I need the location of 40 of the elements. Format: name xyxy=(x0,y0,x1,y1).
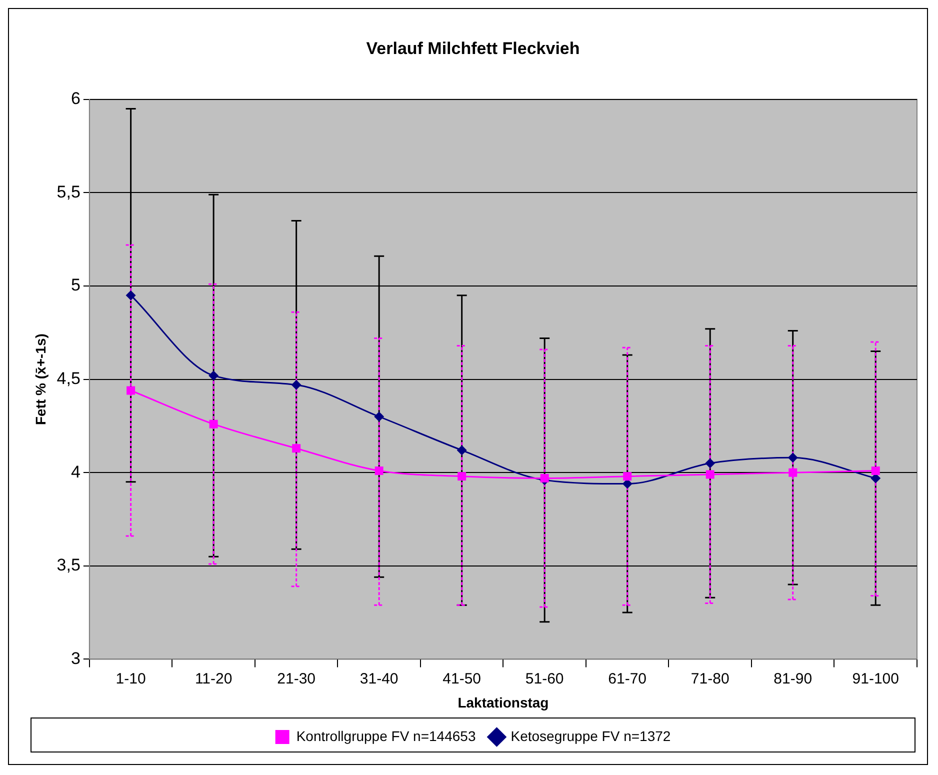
x-tick-label: 71-80 xyxy=(690,670,730,688)
point xyxy=(623,472,632,481)
x-axis-title: Laktationstag xyxy=(458,694,549,710)
y-tick-label: 5 xyxy=(70,276,80,295)
point xyxy=(540,474,549,482)
x-tick-label: 21-30 xyxy=(277,670,316,688)
point xyxy=(456,445,467,456)
point xyxy=(870,473,881,484)
point xyxy=(871,466,880,475)
point xyxy=(292,444,301,453)
chart-title: Verlauf Milchfett Fleckvieh xyxy=(366,38,580,58)
legend-label: Kontrollgruppe FV n=144653 xyxy=(296,728,476,744)
point xyxy=(458,472,466,481)
y-tick-label: 3 xyxy=(70,648,80,668)
point xyxy=(788,468,798,477)
point xyxy=(126,386,136,395)
point xyxy=(374,412,384,422)
point xyxy=(374,466,384,475)
y-tick-label: 3,5 xyxy=(56,556,80,575)
x-tick-label: 41-50 xyxy=(442,670,482,688)
legend-label: Ketosegruppe FV n=1372 xyxy=(510,728,671,744)
point xyxy=(126,290,136,300)
point xyxy=(209,420,218,428)
x-tick-label: 51-60 xyxy=(525,670,564,688)
point xyxy=(706,470,714,479)
point xyxy=(208,370,219,381)
y-axis-title: Fett % (x̄+-1s) xyxy=(32,334,48,426)
point xyxy=(291,380,302,390)
x-tick-label: 81-90 xyxy=(774,670,812,688)
point xyxy=(788,452,798,463)
point xyxy=(705,458,716,468)
x-tick-label: 61-70 xyxy=(608,670,647,688)
x-tick-label: 1-10 xyxy=(116,670,146,688)
y-tick-label: 4 xyxy=(70,462,80,482)
x-tick-label: 31-40 xyxy=(360,670,398,688)
x-tick-label: 11-20 xyxy=(194,670,232,688)
x-tick-label: 91-100 xyxy=(852,670,899,688)
y-tick-label: 4,5 xyxy=(56,368,80,388)
y-tick-label: 6 xyxy=(70,89,80,108)
y-tick-label: 5,5 xyxy=(56,182,80,202)
